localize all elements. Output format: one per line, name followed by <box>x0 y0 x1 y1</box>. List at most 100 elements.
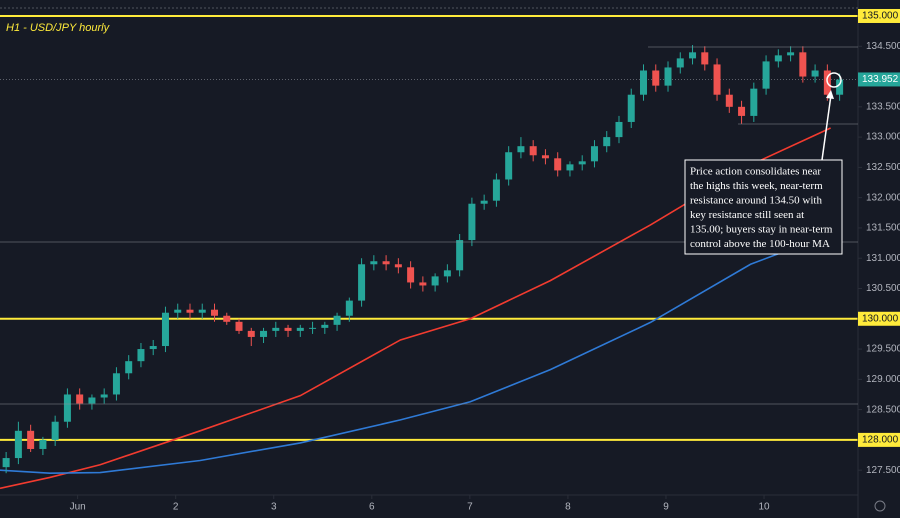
candle-body <box>198 309 206 313</box>
candle-body <box>811 70 819 77</box>
annotation-line: the highs this week, near-term <box>690 180 823 192</box>
candle-body <box>419 282 427 286</box>
candle-body <box>578 161 586 165</box>
candle-body <box>750 88 758 116</box>
candle-body <box>149 346 157 350</box>
chart-title: H1 - USD/JPY hourly <box>6 22 111 34</box>
y-tick-label: 127.500 <box>866 465 900 476</box>
candle-body <box>517 146 525 153</box>
x-tick-label: 8 <box>565 502 571 513</box>
x-tick-label: 10 <box>758 502 770 513</box>
annotation-arrow <box>821 94 832 161</box>
y-tick-label: 131.500 <box>866 223 900 234</box>
x-tick-label: 6 <box>369 502 375 513</box>
x-tick-label: 9 <box>663 502 669 513</box>
candle-body <box>370 261 378 265</box>
y-tick-label: 134.500 <box>866 41 900 52</box>
candle-body <box>701 52 709 65</box>
annotation-line: key resistance still seen at <box>690 209 804 221</box>
annotation-line: resistance around 134.50 with <box>690 195 822 207</box>
candle-body <box>456 240 464 271</box>
y-tick-label: 130.500 <box>866 283 900 294</box>
candle-body <box>284 327 292 331</box>
candle-body <box>321 324 329 328</box>
candle-body <box>603 137 611 147</box>
candle-body <box>566 164 574 171</box>
candle-body <box>689 52 697 59</box>
plot-area <box>0 14 858 490</box>
annotation: Price action consolidates near the highs … <box>690 166 833 251</box>
y-tick-label: 133.500 <box>866 101 900 112</box>
candle-body <box>260 330 268 337</box>
candle-body <box>112 373 120 395</box>
candle-body <box>640 70 647 95</box>
candle-body <box>443 270 451 277</box>
candle-body <box>664 67 672 86</box>
candle-body <box>272 327 280 331</box>
candle-body <box>309 327 317 329</box>
candle-body <box>787 52 795 56</box>
y-tick-label: 132.000 <box>866 192 900 203</box>
last-price-label: 133.952 <box>862 74 899 85</box>
candle-body <box>774 55 782 62</box>
x-tick-label: 3 <box>271 502 277 513</box>
candle-body <box>2 458 10 468</box>
candle-body <box>186 309 194 313</box>
level-label: 130.000 <box>862 313 899 324</box>
candle-body <box>676 58 684 68</box>
y-tick-label: 132.500 <box>866 162 900 173</box>
candle-body <box>76 394 84 404</box>
candle-body <box>762 61 770 89</box>
candle-body <box>738 106 746 116</box>
candle-body <box>529 146 537 156</box>
annotation-line: control above the 100-hour MA <box>690 238 830 250</box>
candle-body <box>296 327 304 331</box>
candle-body <box>161 312 169 347</box>
level-label: 135.000 <box>862 11 899 22</box>
candle-body <box>468 203 476 241</box>
annotation-line: Price action consolidates near <box>690 166 821 178</box>
level-label-box <box>858 311 900 326</box>
candle-body <box>358 264 366 301</box>
settings-icon[interactable] <box>874 500 886 512</box>
y-tick-label: 128.500 <box>866 404 900 415</box>
arrow-head <box>826 90 834 99</box>
candle-body <box>492 179 500 201</box>
candle-body <box>345 300 353 316</box>
candle-body <box>174 309 182 313</box>
candle-body <box>407 267 415 283</box>
candle-body <box>505 152 513 180</box>
candle-body <box>799 52 807 77</box>
level-label-box <box>858 432 900 447</box>
candle-body <box>39 439 47 449</box>
candle-body <box>590 146 598 162</box>
candle-body <box>63 394 71 422</box>
candle-body <box>88 397 96 404</box>
x-tick-label: 7 <box>467 502 473 513</box>
candle-body <box>627 94 635 122</box>
y-tick-label: 131.000 <box>866 253 900 264</box>
candle-body <box>51 421 59 440</box>
level-label: 128.000 <box>862 435 899 446</box>
highlight-circle <box>826 72 842 88</box>
candle-body <box>725 94 733 107</box>
y-tick-label: 129.500 <box>866 344 900 355</box>
candle-body <box>247 330 255 337</box>
annotation-line: 135.00; buyers stay in near-term <box>690 224 833 236</box>
candle-body <box>125 361 133 374</box>
y-tick-label: 129.000 <box>866 374 900 385</box>
candle-body <box>554 158 562 171</box>
candle-body <box>431 276 439 286</box>
candle-body <box>27 430 35 449</box>
candle-body <box>235 321 243 331</box>
candle-body <box>100 394 108 398</box>
candle-body <box>14 430 22 459</box>
candle-body <box>382 261 390 265</box>
annotation-box <box>684 159 843 255</box>
candle-body <box>137 349 145 362</box>
y-tick-label: 133.000 <box>866 132 900 143</box>
candle-body <box>541 155 549 159</box>
candle-body <box>223 315 231 322</box>
